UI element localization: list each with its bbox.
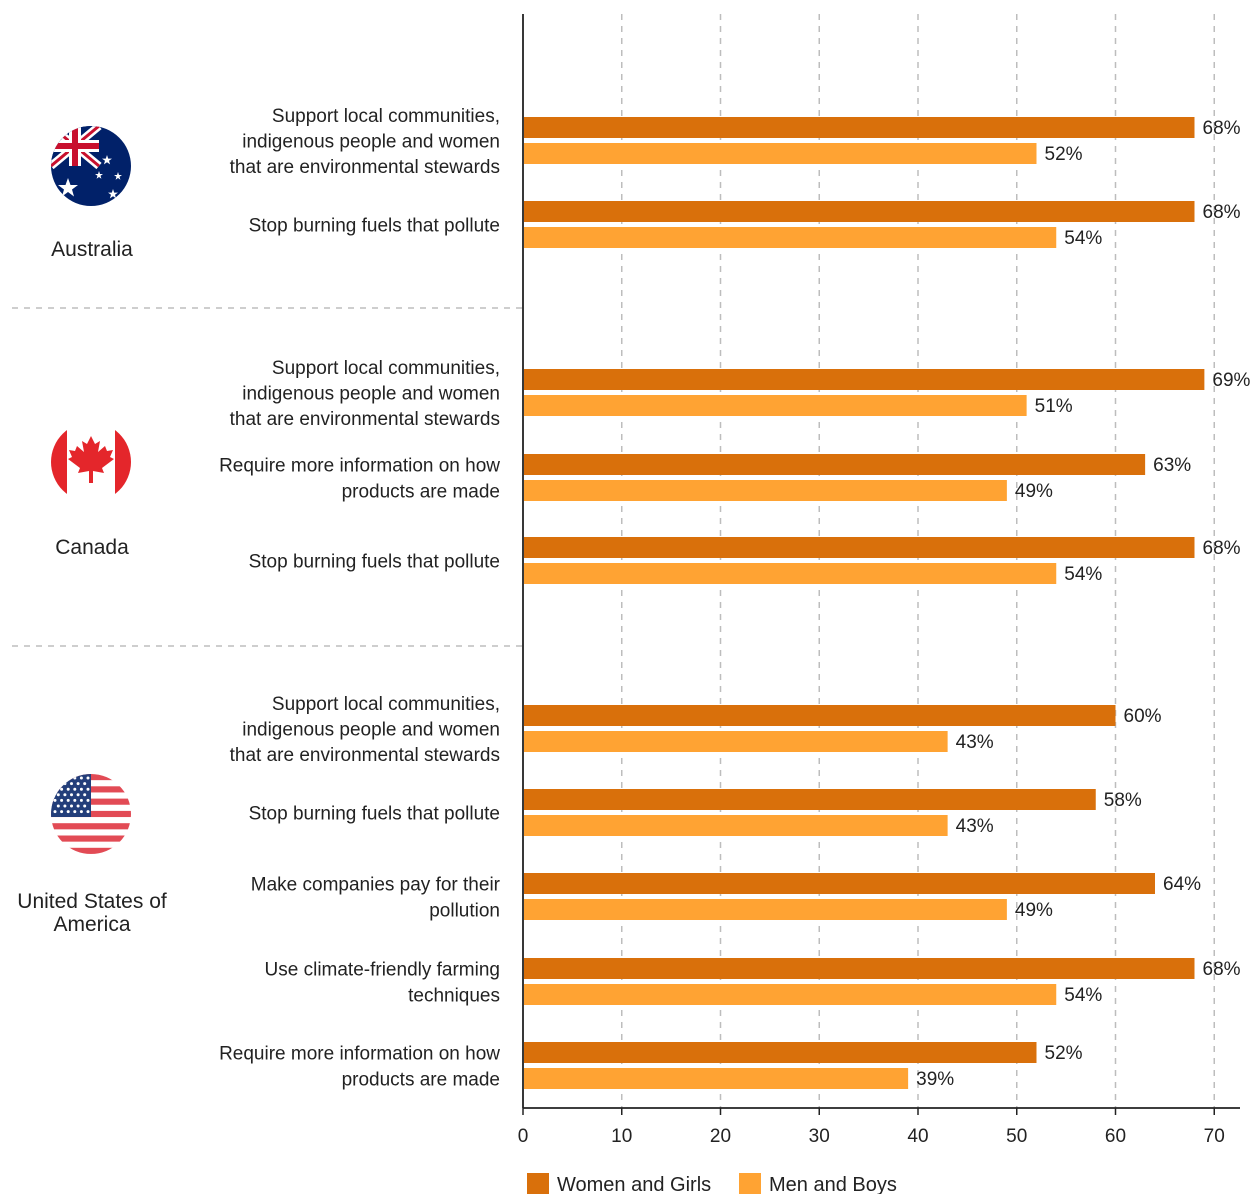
bar-women-and-girls [524, 1042, 1037, 1063]
value-label: 43% [956, 732, 994, 753]
value-label: 49% [1015, 481, 1053, 502]
bar-women-and-girls [524, 789, 1096, 810]
value-label: 68% [1203, 538, 1241, 559]
bar-women-and-girls [524, 369, 1205, 390]
value-label: 68% [1203, 959, 1241, 980]
bar-men-and-boys [524, 899, 1007, 920]
category-label: Stop burning fuels that pollute [249, 552, 500, 573]
bar-men-and-boys [524, 143, 1037, 164]
value-label: 52% [1045, 1043, 1083, 1064]
x-tick-label: 30 [809, 1126, 830, 1147]
category-label: that are environmental stewards [230, 409, 500, 430]
bar-men-and-boys [524, 563, 1057, 584]
bar-men-and-boys [524, 395, 1027, 416]
x-tick-label: 10 [611, 1126, 632, 1147]
bar-men-and-boys [524, 1068, 909, 1089]
category-label: Support local communities, [272, 106, 500, 127]
category-label: Require more information on how [219, 456, 500, 477]
value-label: 64% [1163, 874, 1201, 895]
x-tick-label: 60 [1105, 1126, 1126, 1147]
category-label: indigenous people and women [242, 132, 500, 153]
category-label: indigenous people and women [242, 720, 500, 741]
value-label: 60% [1124, 706, 1162, 727]
bar-men-and-boys [524, 984, 1057, 1005]
category-label: products are made [342, 1069, 500, 1090]
bar-men-and-boys [524, 227, 1057, 248]
legend: Women and Girls Men and Boys [527, 1173, 897, 1194]
value-label: 58% [1104, 790, 1142, 811]
bar-women-and-girls [524, 537, 1195, 558]
x-tick-label: 0 [518, 1126, 529, 1147]
flags [51, 126, 131, 854]
x-tick-label: 40 [907, 1126, 928, 1147]
australia-flag-icon [51, 126, 131, 206]
bar-men-and-boys [524, 731, 948, 752]
value-label: 52% [1045, 144, 1083, 165]
value-label: 54% [1064, 228, 1102, 249]
country-label: Australia [51, 238, 133, 261]
category-label: Stop burning fuels that pollute [249, 216, 500, 237]
category-label: pollution [429, 900, 500, 921]
bar-men-and-boys [524, 480, 1007, 501]
category-label: Support local communities, [272, 358, 500, 379]
country-label: United States of [17, 890, 167, 913]
category-label: techniques [408, 985, 500, 1006]
legend-swatch [739, 1173, 761, 1194]
category-label: products are made [342, 481, 500, 502]
x-axis: 0 10 20 30 40 50 60 70 [518, 14, 1240, 1147]
value-label: 39% [916, 1069, 954, 1090]
x-tick-label: 50 [1006, 1126, 1027, 1147]
category-label: Stop burning fuels that pollute [249, 804, 500, 825]
bar-women-and-girls [524, 705, 1116, 726]
value-label: 68% [1203, 202, 1241, 223]
category-label: Use climate-friendly farming [265, 960, 500, 981]
value-label: 54% [1064, 564, 1102, 585]
bar-women-and-girls [524, 873, 1155, 894]
bar-women-and-girls [524, 117, 1195, 138]
category-label: Make companies pay for their [251, 875, 501, 896]
category-label: indigenous people and women [242, 384, 500, 405]
category-label: Support local communities, [272, 694, 500, 715]
category-label: Require more information on how [219, 1044, 500, 1065]
legend-label: Women and Girls [557, 1174, 711, 1194]
x-tick-label: 70 [1204, 1126, 1225, 1147]
gridlines [621, 14, 1215, 1108]
bars [524, 117, 1205, 1089]
value-label: 63% [1153, 455, 1191, 476]
legend-label: Men and Boys [769, 1174, 897, 1194]
bar-women-and-girls [524, 958, 1195, 979]
category-labels: Australia Support local communities, indig… [17, 106, 1250, 1091]
country-label: America [53, 913, 130, 936]
category-label: that are environmental stewards [230, 157, 500, 178]
value-label: 54% [1064, 985, 1102, 1006]
value-label: 51% [1035, 396, 1073, 417]
canada-flag-icon [51, 422, 131, 502]
country-label: Canada [55, 536, 129, 559]
category-label: that are environmental stewards [230, 745, 500, 766]
value-label: 69% [1212, 370, 1250, 391]
bar-women-and-girls [524, 454, 1146, 475]
x-tick-label: 20 [710, 1126, 731, 1147]
value-label: 68% [1203, 118, 1241, 139]
usa-flag-icon [51, 774, 131, 854]
value-label: 43% [956, 816, 994, 837]
group-separators [12, 307, 523, 647]
value-label: 49% [1015, 900, 1053, 921]
legend-swatch [527, 1173, 549, 1194]
bar-men-and-boys [524, 815, 948, 836]
bar-women-and-girls [524, 201, 1195, 222]
